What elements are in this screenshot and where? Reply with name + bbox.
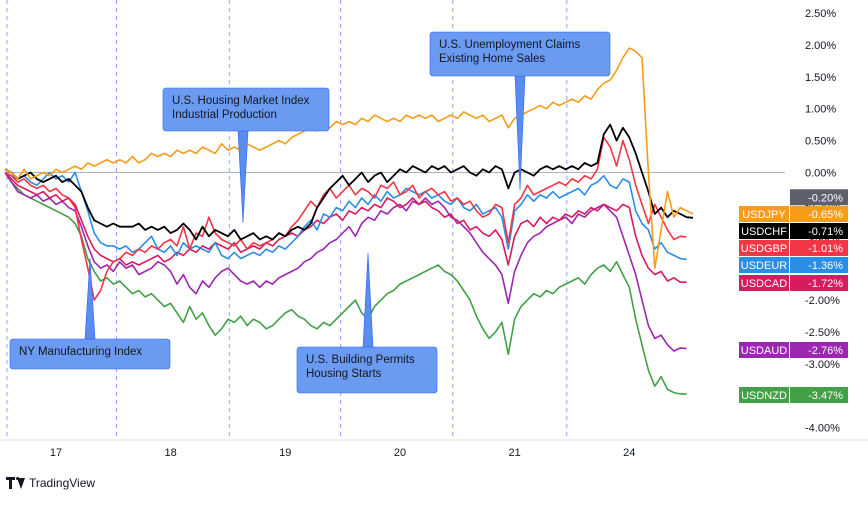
- y-tick-label: 2.00%: [805, 40, 836, 52]
- y-tick-label: -4.00%: [805, 423, 840, 435]
- tradingview-brand: TradingView: [29, 476, 96, 490]
- series-tag-usdnzd: USDNZD -3.47%: [739, 387, 848, 403]
- series-tag-value: -1.36%: [808, 260, 843, 272]
- series-tag-value: -1.01%: [808, 243, 843, 255]
- x-tick-label: 17: [50, 447, 62, 459]
- series-line-usdaud: [4, 172, 687, 352]
- y-tick-label: -3.00%: [805, 359, 840, 371]
- annotation-box: [296, 346, 438, 394]
- tradingview-logo-icon: [6, 477, 25, 489]
- y-tick-label: -2.00%: [805, 295, 840, 307]
- series-line-usdeur: [4, 171, 687, 261]
- x-tick-label: 20: [394, 447, 406, 459]
- annotation-text: U.S. Building Permits: [306, 354, 415, 366]
- current-value-text: -0.20%: [808, 192, 843, 204]
- x-tick-label: 21: [509, 447, 521, 459]
- annotation-text: Housing Starts: [306, 368, 382, 380]
- annotation-text: Industrial Production: [172, 109, 277, 121]
- event-annotation[interactable]: U.S. Housing Market Index Industrial Prod…: [162, 87, 330, 224]
- series-tag-usdaud: USDAUD -2.76%: [739, 342, 848, 358]
- annotation-box: [162, 87, 330, 132]
- annotation-text: Existing Home Sales: [439, 53, 545, 65]
- series-tag-usdeur: USDEUR -1.36%: [739, 257, 848, 273]
- series-line-usdchf: [4, 123, 694, 241]
- event-annotation[interactable]: NY Manufacturing Index: [9, 257, 171, 370]
- series-tag-name: USDNZD: [741, 390, 787, 402]
- series-tag-value: -1.72%: [808, 278, 843, 290]
- annotation-pointer: [237, 130, 249, 224]
- y-tick-label: 0.50%: [805, 136, 836, 148]
- current-value-marker: [790, 189, 848, 206]
- annotation-box: [9, 338, 171, 370]
- annotation-text: U.S. Unemployment Claims: [439, 39, 580, 51]
- series-tag-name: USDJPY: [742, 209, 786, 221]
- series-tag-value: -0.71%: [808, 226, 843, 238]
- tradingview-logo[interactable]: TradingView: [6, 473, 95, 493]
- x-tick-label: 19: [279, 447, 291, 459]
- series-tag-name: USDGBP: [741, 243, 787, 255]
- y-tick-label: 2.50%: [805, 8, 836, 20]
- series-tag-usdgbp: USDGBP -1.01%: [739, 240, 848, 256]
- series-line-usdjpy: [4, 47, 694, 269]
- x-tick-label: 18: [165, 447, 177, 459]
- x-tick-label: 24: [623, 447, 635, 459]
- series-tag-usdjpy: USDJPY -0.65%: [739, 206, 848, 222]
- series-tag-value: -3.47%: [808, 390, 843, 402]
- event-annotation[interactable]: U.S. Unemployment Claims Existing Home Sa…: [429, 31, 611, 191]
- annotation-box: [429, 31, 611, 77]
- series-tag-value: -0.65%: [808, 209, 843, 221]
- event-annotation[interactable]: U.S. Building Permits Housing Starts: [296, 252, 438, 394]
- annotation-pointer: [362, 252, 374, 348]
- series-tag-name: USDAUD: [741, 345, 788, 357]
- series-tag-name: USDCAD: [741, 278, 788, 290]
- y-tick-label: 0.00%: [805, 168, 836, 180]
- series-line-usdgbp: [4, 136, 687, 301]
- annotation-text: U.S. Housing Market Index: [172, 95, 310, 107]
- annotation-text: NY Manufacturing Index: [19, 346, 142, 358]
- series-tag-name: USDCHF: [741, 226, 787, 238]
- y-tick-label: 1.50%: [805, 72, 836, 84]
- series-tag-usdchf: USDCHF -0.71%: [739, 223, 848, 239]
- y-tick-label: 1.00%: [805, 104, 836, 116]
- series-line-usdnzd: [4, 172, 687, 395]
- series-tag-name: USDEUR: [741, 260, 788, 272]
- series-tag-usdcad: USDCAD -1.72%: [739, 275, 848, 291]
- y-tick-label: -2.50%: [805, 327, 840, 339]
- series-tag-value: -2.76%: [808, 345, 843, 357]
